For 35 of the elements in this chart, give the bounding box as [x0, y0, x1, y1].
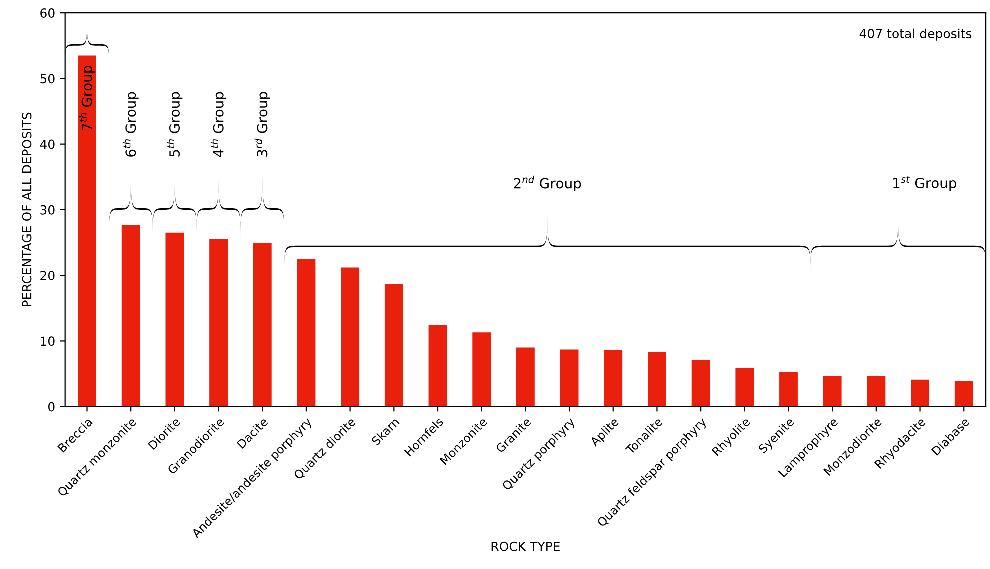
bar [384, 284, 404, 407]
bar [253, 243, 272, 407]
bar [516, 348, 535, 407]
annotation: 2$^{nd}$ Group [514, 176, 582, 192]
annotation: 407 total deposits [860, 28, 972, 41]
bar [297, 259, 316, 407]
y-tick-label: 0 [48, 402, 55, 412]
bar [472, 332, 492, 407]
x-axis-title: ROCK TYPE [492, 542, 560, 552]
bar [604, 350, 623, 407]
annotation: 4$^{th}$ Group [210, 92, 227, 158]
bar [210, 239, 228, 407]
y-tick-label: 30 [40, 205, 55, 215]
bar [648, 352, 666, 407]
y-tick-label: 50 [40, 74, 55, 84]
bar [736, 368, 754, 407]
y-tick-label: 40 [40, 140, 55, 150]
bar [911, 380, 930, 407]
bar [692, 360, 710, 407]
bar [780, 372, 798, 407]
annotation: 3$^{rd}$ Group [254, 92, 270, 157]
bar [341, 268, 360, 407]
bar [823, 376, 842, 407]
bar [954, 381, 974, 407]
annotation: 1$^{st}$ Group [894, 176, 956, 192]
y-tick-label: 60 [40, 8, 55, 18]
bar [560, 350, 579, 407]
annotation: 7$^{th}$ Group [79, 66, 96, 130]
annotation: 5$^{th}$ Group [167, 92, 183, 157]
y-tick-label: 10 [41, 336, 55, 346]
annotation: 6$^{th}$ Group [123, 92, 139, 157]
bar [428, 325, 448, 407]
bar [867, 376, 886, 407]
y-tick-label: 20 [40, 271, 55, 281]
y-axis-title: PERCENTAGE OF ALL DEPOSITS [22, 112, 32, 307]
